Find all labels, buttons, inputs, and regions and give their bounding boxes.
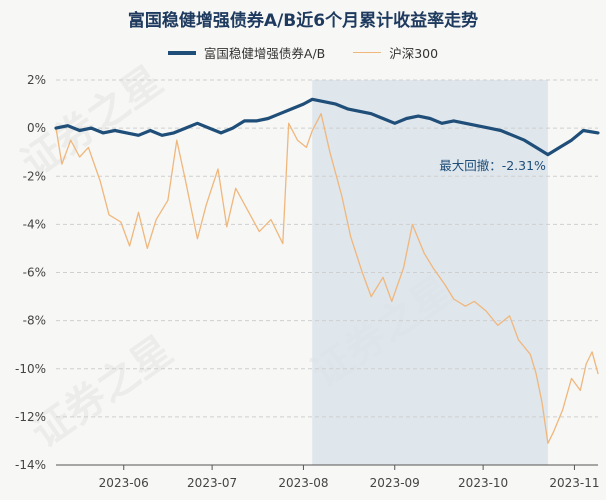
x-tick-label: 2023-11 (549, 476, 599, 490)
series-line-hs300 (55, 113, 599, 444)
y-tick-label: 2% (27, 73, 46, 87)
y-tick-label: -4% (23, 217, 46, 231)
legend: 富国稳健增强债券A/B 沪深300 (0, 43, 606, 62)
y-tick-label: -6% (23, 266, 46, 280)
legend-item-hs300: 沪深300 (353, 43, 438, 62)
chart-title: 富国稳健增强债券A/B近6个月累计收益率走势 (127, 11, 479, 31)
legend-swatch-fund (167, 50, 196, 55)
legend-label-hs300: 沪深300 (389, 46, 439, 61)
legend-swatch-hs300 (353, 51, 382, 54)
y-tick-label: -14% (15, 458, 46, 472)
y-tick-label: -10% (15, 362, 46, 376)
x-tick-label: 2023-08 (278, 476, 328, 490)
y-tick-label: -8% (23, 314, 46, 328)
x-tick-label: 2023-10 (458, 476, 508, 490)
y-tick-label: 0% (27, 121, 46, 135)
x-tick-label: 2023-09 (370, 476, 420, 490)
x-tick-label: 2023-07 (187, 476, 237, 490)
y-tick-label: -2% (23, 169, 46, 183)
legend-label-fund: 富国稳健增强债券A/B (203, 46, 326, 61)
series-line-fund (54, 97, 600, 157)
x-tick-label: 2023-06 (99, 476, 149, 490)
legend-item-fund: 富国稳健增强债券A/B (167, 43, 326, 62)
max-drawdown-annotation: 最大回撤：-2.31% (439, 158, 546, 173)
y-tick-label: -12% (15, 410, 46, 424)
